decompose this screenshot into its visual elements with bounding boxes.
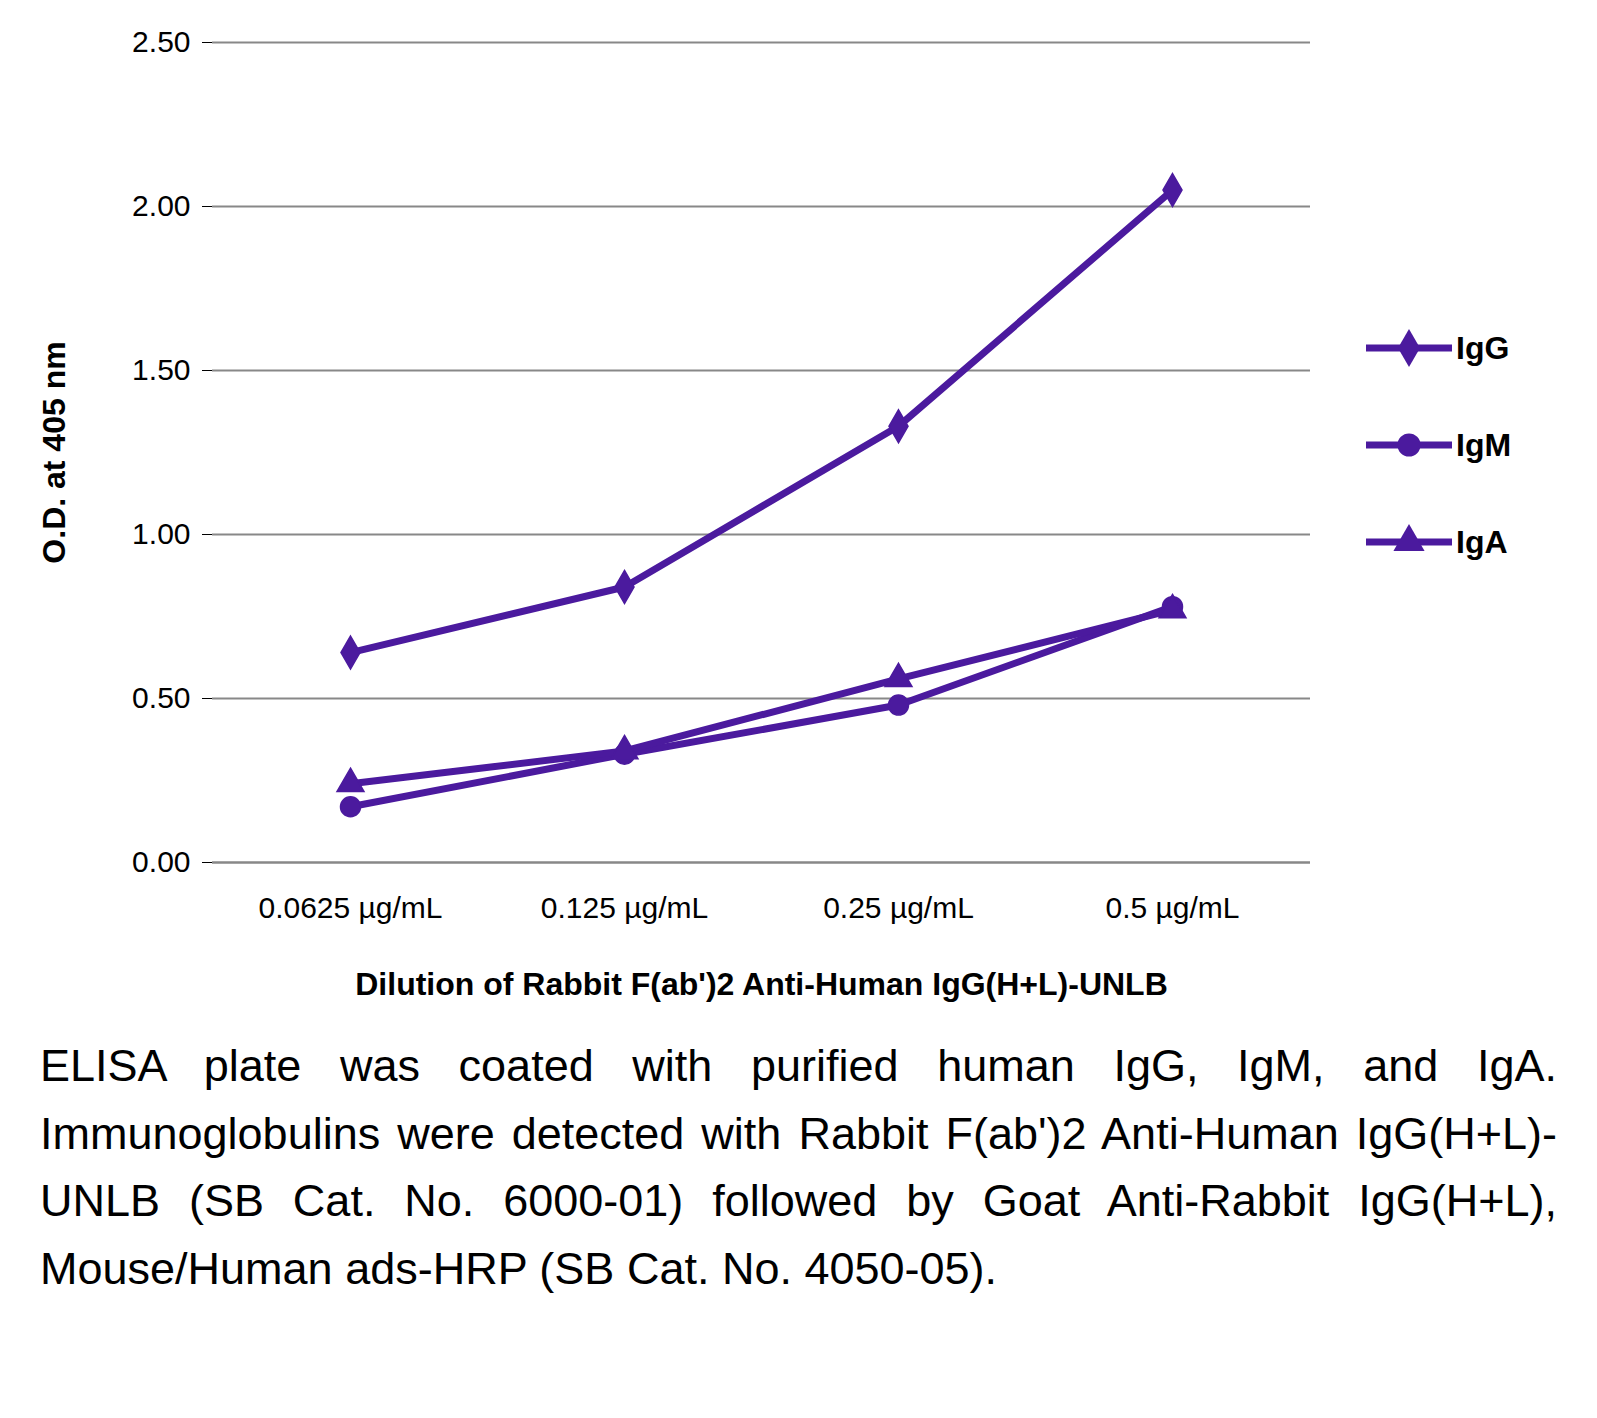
svg-text:Dilution of Rabbit F(ab')2 Ant: Dilution of Rabbit F(ab')2 Anti-Human Ig… — [355, 966, 1168, 1002]
svg-text:0.0625 µg/mL: 0.0625 µg/mL — [258, 891, 442, 924]
svg-text:IgA: IgA — [1456, 524, 1508, 560]
svg-text:IgG: IgG — [1456, 330, 1509, 366]
svg-text:0.00: 0.00 — [132, 845, 190, 878]
svg-text:0.50: 0.50 — [132, 681, 190, 714]
svg-text:2.00: 2.00 — [132, 189, 190, 222]
svg-text:O.D. at 405 nm: O.D. at 405 nm — [36, 341, 72, 563]
svg-text:0.5 µg/mL: 0.5 µg/mL — [1105, 891, 1239, 924]
svg-text:0.25 µg/mL: 0.25 µg/mL — [823, 891, 974, 924]
svg-text:IgM: IgM — [1456, 427, 1511, 463]
svg-text:0.125 µg/mL: 0.125 µg/mL — [541, 891, 708, 924]
svg-text:1.00: 1.00 — [132, 517, 190, 550]
svg-text:1.50: 1.50 — [132, 353, 190, 386]
html-text:ELISA plate was coated with pu: ELISA plate was coated with purified hum… — [40, 1040, 1557, 1294]
svg-text:2.50: 2.50 — [132, 25, 190, 58]
